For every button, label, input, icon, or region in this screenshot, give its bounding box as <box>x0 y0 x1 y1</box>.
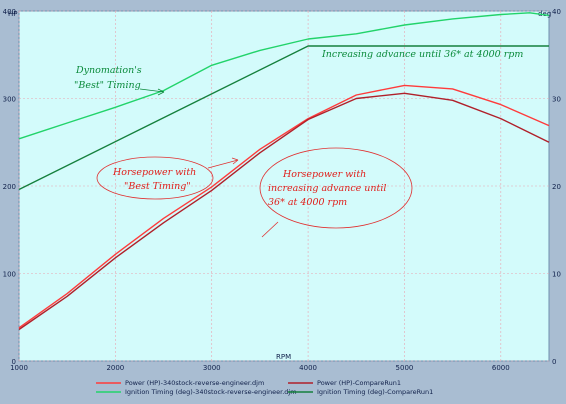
y-left-unit: HP <box>8 10 18 18</box>
y-left-tick-label: 400 <box>3 8 16 16</box>
annotation-hp-best: Horsepower with "Best Timing" <box>96 156 239 200</box>
annotation-hp-advance-line3: 36* at 4000 rpm <box>268 197 347 208</box>
x-tick-label: 5000 <box>396 364 414 372</box>
annotation-best-timing: Dynomation's "Best" Timing <box>74 65 165 96</box>
series-line-0 <box>18 84 550 329</box>
annotation-best-line2: "Best" Timing <box>74 80 141 91</box>
x-tick-label: 6000 <box>492 364 510 372</box>
annotation-best-arrowhead <box>157 88 165 96</box>
y-left-tick-label: 100 <box>3 271 16 279</box>
annotation-best-line1: Dynomation's <box>75 65 142 76</box>
annotation-hp-advance-ellipse <box>259 147 413 229</box>
series-line-3 <box>18 45 549 191</box>
annotation-hp-best-line2: "Best Timing" <box>124 181 191 192</box>
y-left-tick-label: 0 <box>12 358 16 366</box>
grid-lines <box>18 10 549 362</box>
annotation-hp-advance-line2: increasing advance until <box>268 183 386 194</box>
annotation-hp-best-ellipse <box>96 156 214 200</box>
series-lines <box>18 12 550 331</box>
legend-label-timing-best: Ignition Timing (deg)-340stock-reverse-e… <box>125 388 297 396</box>
legend: Power (HP)-340stock-reverse-engineer.djm… <box>96 379 433 396</box>
legend-label-power-best: Power (HP)-340stock-reverse-engineer.djm <box>125 379 264 387</box>
x-tick-label: 4000 <box>299 364 317 372</box>
y-left-tick-label: 300 <box>3 96 16 104</box>
x-tick-label: 1000 <box>10 364 28 372</box>
annotation-hp-advance: Horsepower with increasing advance until… <box>259 147 413 238</box>
y-right-unit: deg <box>538 10 551 18</box>
x-tick-label: 2000 <box>106 364 124 372</box>
annotation-hp-best-arrow <box>207 159 239 169</box>
y-right-tick-label: 10 <box>552 271 561 279</box>
y-left-tick-label: 200 <box>3 183 16 191</box>
y-right-tick-label: 0 <box>552 358 556 366</box>
annotation-advance: Increasing advance until 36* at 4000 rpm <box>321 49 523 60</box>
y-right-tick-label: 40 <box>552 8 561 16</box>
annotation-best-arrow <box>139 88 165 93</box>
annotation-hp-advance-arrow <box>261 221 279 238</box>
series-line-1 <box>18 92 550 331</box>
legend-label-timing-compare: Ignition Timing (deg)-CompareRun1 <box>317 388 433 396</box>
annotation-hp-advance-line1: Horsepower with <box>282 169 366 180</box>
annotation-hp-best-line1: Horsepower with <box>112 167 196 178</box>
x-axis-label: RPM <box>276 353 291 361</box>
annotation-hp-best-arrowhead <box>231 157 239 165</box>
series-line-2 <box>18 12 550 140</box>
y-right-tick-label: 20 <box>552 183 561 191</box>
axis-ticks: 1000 2000 3000 4000 5000 60000100200300400010… <box>3 8 561 372</box>
y-right-tick-label: 30 <box>552 96 561 104</box>
x-tick-label: 3000 <box>203 364 221 372</box>
legend-label-power-compare: Power (HP)-CompareRun1 <box>317 379 401 387</box>
